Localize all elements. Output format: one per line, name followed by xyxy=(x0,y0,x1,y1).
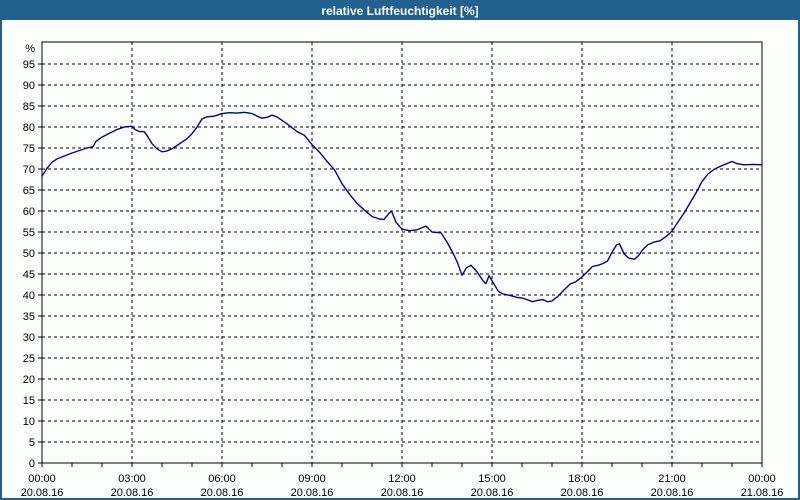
x-tick-time-label: 18:00 xyxy=(568,473,596,485)
y-tick-label: 85 xyxy=(23,101,35,113)
y-tick-label: 0 xyxy=(29,458,35,470)
window-title-bar: relative Luftfeuchtigkeit [%] xyxy=(2,2,798,20)
x-tick-date-label: 20.08.16 xyxy=(471,487,514,499)
y-tick-label: 60 xyxy=(23,206,35,218)
y-tick-label: 55 xyxy=(23,227,35,239)
y-tick-label: 75 xyxy=(23,143,35,155)
y-tick-label: 45 xyxy=(23,269,35,281)
y-tick-label: 5 xyxy=(29,437,35,449)
y-tick-label: 35 xyxy=(23,311,35,323)
x-tick-date-label: 20.08.16 xyxy=(381,487,424,499)
y-tick-label: 15 xyxy=(23,395,35,407)
x-tick-time-label: 00:00 xyxy=(28,473,56,485)
x-tick-time-label: 09:00 xyxy=(298,473,326,485)
y-tick-label: 70 xyxy=(23,164,35,176)
x-tick-date-label: 20.08.16 xyxy=(561,487,604,499)
x-tick-date-label: 21.08.16 xyxy=(741,487,784,499)
y-tick-label: 90 xyxy=(23,80,35,92)
x-tick-time-label: 21:00 xyxy=(658,473,686,485)
humidity-line xyxy=(41,111,763,303)
x-tick-date-label: 20.08.16 xyxy=(651,487,694,499)
y-tick-label: 95 xyxy=(23,59,35,71)
y-tick-label: 10 xyxy=(23,416,35,428)
y-tick-label: 20 xyxy=(23,374,35,386)
y-tick-label: 30 xyxy=(23,332,35,344)
x-tick-time-label: 15:00 xyxy=(478,473,506,485)
y-axis-unit-label: % xyxy=(25,43,35,55)
x-tick-date-label: 20.08.16 xyxy=(291,487,334,499)
humidity-chart: 0 5 10 15 20 25 30 35 40 45 50 55 60 65 70 75 80 85 90 95% 0… xyxy=(21,41,784,499)
x-tick-time-label: 03:00 xyxy=(118,473,146,485)
y-tick-label: 25 xyxy=(23,353,35,365)
x-tick-time-label: 06:00 xyxy=(208,473,236,485)
y-tick-label: 40 xyxy=(23,290,35,302)
x-tick-time-label: 00:00 xyxy=(748,473,776,485)
y-tick-label: 80 xyxy=(23,122,35,134)
window-title: relative Luftfeuchtigkeit [%] xyxy=(321,4,479,18)
x-tick-date-label: 20.08.16 xyxy=(21,487,64,499)
x-tick-time-label: 12:00 xyxy=(388,473,416,485)
x-tick-date-label: 20.08.16 xyxy=(111,487,154,499)
y-tick-label: 65 xyxy=(23,185,35,197)
x-tick-date-label: 20.08.16 xyxy=(201,487,244,499)
y-tick-label: 50 xyxy=(23,248,35,260)
